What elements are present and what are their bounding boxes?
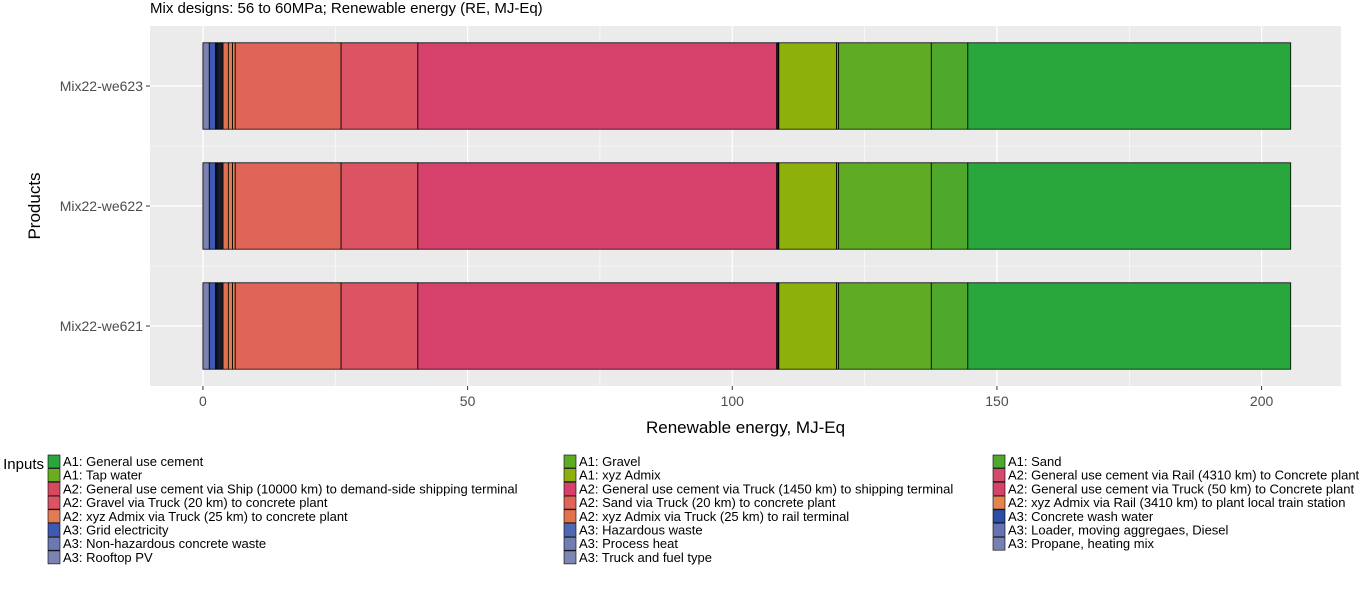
bar-segment: [234, 42, 342, 130]
bar-segment: [234, 162, 342, 250]
legend-label: A2: Sand via Truck (20 km) to concrete p…: [579, 495, 836, 510]
bar-segment: [967, 282, 1292, 370]
bar-segment: [222, 282, 229, 370]
legend-key: [563, 550, 577, 565]
bar-segment: [778, 162, 837, 250]
bar-segment: [340, 42, 419, 130]
x-axis-ticks: 0 50 100 150 200: [199, 386, 1273, 409]
legend-label: A1: Tap water: [63, 468, 143, 483]
legend-label: A2: xyz Admix via Truck (25 km) to rail …: [579, 509, 849, 524]
y-axis-ticks: Mix22-we623 Mix22-we622 Mix22-we621: [60, 78, 150, 334]
x-tick-label: 0: [199, 393, 207, 409]
legend-key: [47, 482, 61, 496]
x-tick-label: 50: [460, 393, 476, 409]
legend-key: [47, 536, 61, 551]
legend-label: A3: Concrete wash water: [1008, 509, 1154, 524]
legend-key: [47, 454, 61, 469]
bar-segment: [202, 42, 210, 130]
bar-segment: [208, 42, 217, 130]
legend-key: [563, 482, 577, 496]
bar-segment: [202, 162, 210, 250]
y-tick-label: Mix22-we623: [60, 78, 143, 94]
bar-segment: [417, 282, 778, 370]
legend-label: A3: Loader, moving aggregaes, Diesel: [1008, 523, 1229, 538]
bar-segment: [222, 42, 229, 130]
x-tick-label: 200: [1250, 393, 1274, 409]
legend-label: A2: General use cement via Truck (1450 k…: [579, 481, 953, 496]
bar-segment: [967, 162, 1292, 250]
legend-label: A1: Sand: [1008, 454, 1062, 469]
bar-segment: [234, 282, 342, 370]
bar-segment: [227, 42, 233, 130]
legend-label: A3: Truck and fuel type: [579, 550, 712, 565]
legend-key: [992, 454, 1006, 469]
bar-segment: [838, 42, 932, 130]
bar-segment: [930, 42, 969, 130]
legend-key: [47, 550, 61, 565]
legend: Inputs A1: General use cement A1: Gravel A…: [3, 454, 1359, 565]
bar-segment: [778, 282, 837, 370]
bar-segment: [417, 162, 778, 250]
legend-key: [563, 523, 577, 537]
bar-segment: [208, 162, 217, 250]
legend-key: [47, 523, 61, 537]
legend-label: A2: General use cement via Ship (10000 k…: [63, 481, 518, 496]
legend-key: [563, 468, 577, 483]
legend-key: [992, 523, 1006, 537]
y-axis-title: Products: [25, 172, 44, 239]
legend-label: A3: Non-hazardous concrete waste: [63, 536, 266, 551]
x-tick-label: 150: [985, 393, 1009, 409]
bar-segment: [227, 282, 233, 370]
bar-segment: [930, 282, 969, 370]
bar-segment: [222, 162, 229, 250]
legend-key: [563, 454, 577, 469]
legend-label: A2: Gravel via Truck (20 km) to concrete…: [63, 495, 328, 510]
legend-label: A1: Gravel: [579, 454, 641, 469]
bar-segment: [930, 162, 969, 250]
legend-key: [992, 536, 1006, 551]
bar-segment: [417, 42, 778, 130]
legend-key: [563, 536, 577, 551]
y-tick-label: Mix22-we622: [60, 198, 143, 214]
legend-key: [563, 495, 577, 510]
bar-segment: [838, 162, 932, 250]
legend-label: A2: xyz Admix via Truck (25 km) to concr…: [63, 509, 348, 524]
legend-label: A1: xyz Admix: [579, 468, 661, 483]
bar-segment: [967, 42, 1292, 130]
legend-title: Inputs: [3, 456, 44, 473]
legend-key: [47, 495, 61, 510]
bar-segment: [227, 162, 233, 250]
bar-segment: [202, 282, 210, 370]
bar-segment: [778, 42, 837, 130]
bar-segment: [340, 282, 419, 370]
legend-label: A2: xyz Admix via Rail (3410 km) to plan…: [1008, 495, 1345, 510]
legend-label: A3: Process heat: [579, 536, 678, 551]
legend-key: [563, 509, 577, 524]
bar-segment: [340, 162, 419, 250]
chart-subtitle: Mix designs: 56 to 60MPa; Renewable ener…: [150, 0, 543, 17]
legend-label: A3: Grid electricity: [63, 523, 169, 538]
y-tick-label: Mix22-we621: [60, 318, 143, 334]
x-tick-label: 100: [721, 393, 745, 409]
legend-label: A1: General use cement: [63, 454, 204, 469]
bar-segment: [208, 282, 217, 370]
legend-label: A3: Hazardous waste: [579, 523, 703, 538]
legend-key: [47, 468, 61, 483]
legend-key: [992, 495, 1006, 510]
legend-label: A3: Propane, heating mix: [1008, 536, 1154, 551]
x-axis-title: Renewable energy, MJ-Eq: [646, 418, 845, 437]
legend-label: A2: General use cement via Rail (4310 km…: [1008, 468, 1360, 483]
legend-key: [992, 509, 1006, 524]
legend-label: A3: Rooftop PV: [63, 550, 153, 565]
bars: [202, 42, 1292, 370]
legend-key: [992, 468, 1006, 483]
legend-key: [992, 482, 1006, 496]
legend-key: [47, 509, 61, 524]
bar-segment: [838, 282, 932, 370]
legend-label: A2: General use cement via Truck (50 km)…: [1008, 481, 1354, 496]
